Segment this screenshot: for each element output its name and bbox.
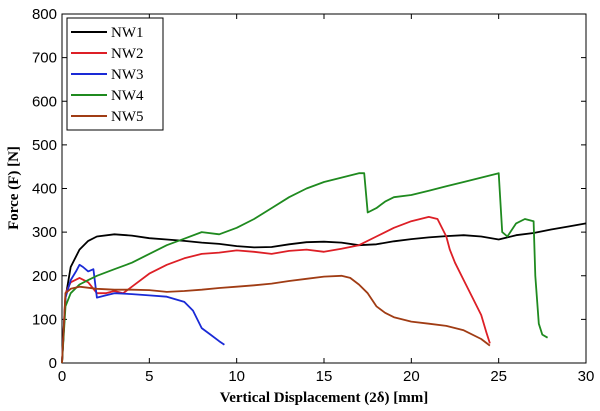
y-tick-label: 0 — [49, 355, 57, 372]
y-tick-label: 600 — [32, 93, 57, 110]
y-tick-label: 200 — [32, 268, 57, 285]
legend-label: NW2 — [111, 46, 144, 62]
series-line-nw3 — [61, 263, 225, 364]
x-tick-label: 5 — [145, 368, 153, 385]
series-layer — [61, 172, 587, 364]
legend-label: NW5 — [111, 109, 144, 125]
legend-label: NW1 — [111, 25, 144, 41]
series-line-nw4 — [61, 172, 549, 364]
y-tick-label: 700 — [32, 50, 57, 67]
series-line-nw1 — [61, 222, 587, 364]
x-tick-label: 0 — [58, 368, 66, 385]
x-tick-label: 25 — [490, 368, 507, 385]
series-line-nw5 — [61, 274, 491, 364]
series-line-nw2 — [61, 215, 491, 364]
y-tick-label: 400 — [32, 181, 57, 198]
legend-label: NW3 — [111, 67, 144, 83]
x-tick-label: 20 — [403, 368, 420, 385]
x-tick-label: 10 — [228, 368, 245, 385]
y-tick-label: 800 — [32, 6, 57, 23]
y-tick-label: 100 — [32, 311, 57, 328]
x-axis-label: Vertical Displacement (2δ) [mm] — [220, 390, 428, 406]
x-tick-label: 30 — [578, 368, 595, 385]
legend: NW1 NW2 NW3 NW4 NW5 — [66, 17, 164, 131]
x-tick-label: 15 — [316, 368, 333, 385]
y-tick-label: 500 — [32, 137, 57, 154]
legend-label: NW4 — [111, 88, 144, 104]
y-tick-label: 300 — [32, 224, 57, 241]
y-axis-label: Force (F) [N] — [6, 146, 22, 230]
